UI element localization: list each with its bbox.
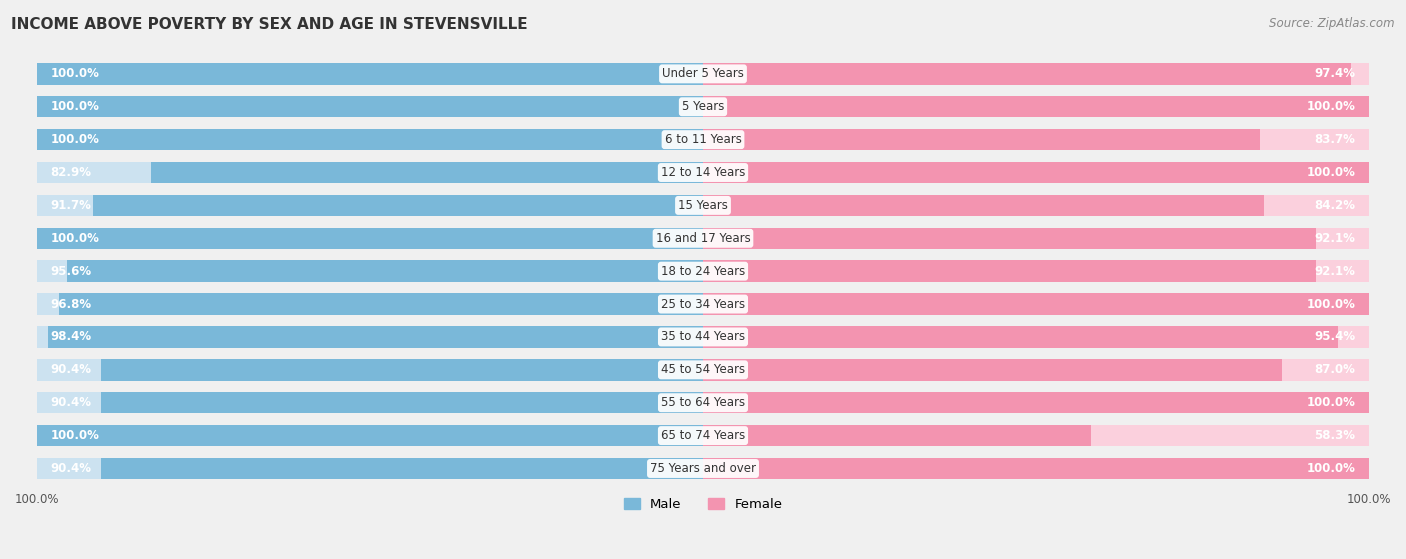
Bar [703, 162, 1369, 183]
Text: 82.9%: 82.9% [51, 166, 91, 179]
Bar [703, 326, 1369, 348]
Bar [37, 359, 703, 381]
Bar [66, 260, 703, 282]
Legend: Male, Female: Male, Female [619, 492, 787, 517]
Bar [703, 293, 1369, 315]
Bar [703, 96, 1369, 117]
Text: 25 to 34 Years: 25 to 34 Years [661, 297, 745, 311]
Bar [37, 96, 703, 117]
Bar [703, 458, 1369, 479]
Text: 65 to 74 Years: 65 to 74 Years [661, 429, 745, 442]
Text: 55 to 64 Years: 55 to 64 Years [661, 396, 745, 409]
Text: 58.3%: 58.3% [1315, 429, 1355, 442]
Bar [703, 458, 1369, 479]
Bar [703, 63, 1351, 84]
Bar [37, 425, 703, 446]
Bar [37, 260, 703, 282]
Text: 100.0%: 100.0% [1306, 100, 1355, 113]
Text: 95.6%: 95.6% [51, 264, 91, 278]
Text: Under 5 Years: Under 5 Years [662, 68, 744, 80]
Bar [703, 260, 1316, 282]
Text: Source: ZipAtlas.com: Source: ZipAtlas.com [1270, 17, 1395, 30]
Text: 96.8%: 96.8% [51, 297, 91, 311]
Bar [101, 392, 703, 414]
Bar [59, 293, 703, 315]
Text: 84.2%: 84.2% [1315, 199, 1355, 212]
Bar [37, 96, 703, 117]
Text: 100.0%: 100.0% [51, 429, 100, 442]
Text: 100.0%: 100.0% [51, 133, 100, 146]
Text: 100.0%: 100.0% [15, 493, 59, 506]
Bar [37, 129, 703, 150]
Bar [48, 326, 703, 348]
Bar [150, 162, 703, 183]
Text: 100.0%: 100.0% [1347, 493, 1391, 506]
Text: 92.1%: 92.1% [1315, 232, 1355, 245]
Bar [703, 260, 1369, 282]
Bar [101, 458, 703, 479]
Bar [37, 326, 703, 348]
Text: 100.0%: 100.0% [1306, 396, 1355, 409]
Bar [37, 228, 703, 249]
Text: 5 Years: 5 Years [682, 100, 724, 113]
Bar [37, 63, 703, 84]
Bar [703, 195, 1264, 216]
Bar [703, 359, 1282, 381]
Text: 6 to 11 Years: 6 to 11 Years [665, 133, 741, 146]
Text: 91.7%: 91.7% [51, 199, 91, 212]
Text: 100.0%: 100.0% [51, 68, 100, 80]
Text: 100.0%: 100.0% [51, 232, 100, 245]
Text: 16 and 17 Years: 16 and 17 Years [655, 232, 751, 245]
Bar [703, 162, 1369, 183]
Text: 95.4%: 95.4% [1315, 330, 1355, 343]
Bar [703, 228, 1316, 249]
Text: 15 Years: 15 Years [678, 199, 728, 212]
Bar [703, 63, 1369, 84]
Text: 45 to 54 Years: 45 to 54 Years [661, 363, 745, 376]
Text: 12 to 14 Years: 12 to 14 Years [661, 166, 745, 179]
Bar [703, 195, 1369, 216]
Bar [37, 458, 703, 479]
Text: INCOME ABOVE POVERTY BY SEX AND AGE IN STEVENSVILLE: INCOME ABOVE POVERTY BY SEX AND AGE IN S… [11, 17, 527, 32]
Text: 100.0%: 100.0% [51, 100, 100, 113]
Bar [703, 359, 1369, 381]
Text: 83.7%: 83.7% [1315, 133, 1355, 146]
Bar [703, 392, 1369, 414]
Bar [703, 293, 1369, 315]
Bar [37, 63, 703, 84]
Bar [37, 392, 703, 414]
Bar [101, 359, 703, 381]
Text: 100.0%: 100.0% [1306, 297, 1355, 311]
Text: 87.0%: 87.0% [1315, 363, 1355, 376]
Bar [37, 129, 703, 150]
Text: 98.4%: 98.4% [51, 330, 91, 343]
Bar [37, 425, 703, 446]
Bar [37, 228, 703, 249]
Bar [37, 195, 703, 216]
Bar [37, 162, 703, 183]
Text: 92.1%: 92.1% [1315, 264, 1355, 278]
Bar [703, 392, 1369, 414]
Text: 100.0%: 100.0% [1306, 166, 1355, 179]
Bar [703, 129, 1260, 150]
Bar [703, 326, 1339, 348]
Text: 97.4%: 97.4% [1315, 68, 1355, 80]
Text: 18 to 24 Years: 18 to 24 Years [661, 264, 745, 278]
Text: 35 to 44 Years: 35 to 44 Years [661, 330, 745, 343]
Bar [703, 96, 1369, 117]
Bar [703, 425, 1091, 446]
Text: 90.4%: 90.4% [51, 396, 91, 409]
Text: 90.4%: 90.4% [51, 462, 91, 475]
Bar [703, 228, 1369, 249]
Text: 100.0%: 100.0% [1306, 462, 1355, 475]
Bar [703, 129, 1369, 150]
Text: 90.4%: 90.4% [51, 363, 91, 376]
Bar [93, 195, 703, 216]
Bar [703, 425, 1369, 446]
Text: 75 Years and over: 75 Years and over [650, 462, 756, 475]
Bar [37, 293, 703, 315]
